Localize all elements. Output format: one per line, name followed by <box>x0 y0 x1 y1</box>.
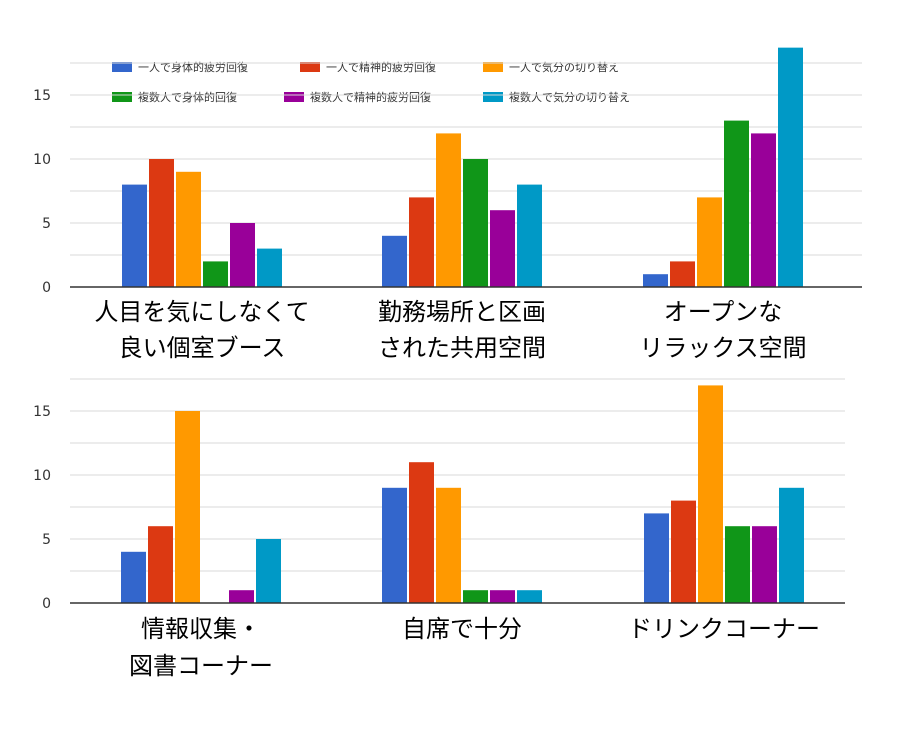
category-label: 人目を気にしなくて <box>94 298 309 326</box>
legend-label: 一人で精神的疲労回復 <box>326 60 436 74</box>
bar <box>697 197 722 287</box>
bar <box>176 171 201 287</box>
legend-swatch <box>284 92 304 102</box>
legend-swatch <box>300 62 320 72</box>
bar <box>752 526 777 603</box>
bar <box>382 487 407 603</box>
bar <box>643 274 668 287</box>
bar <box>698 385 723 603</box>
bar <box>463 590 488 603</box>
legend-swatch <box>112 92 132 102</box>
bar <box>670 261 695 287</box>
bar <box>490 210 515 287</box>
bar <box>779 487 804 603</box>
chart-panel-bottom: 0 5 10 15 情報収集・図書コーナー 自席で十分 ドリンクコーナー <box>33 378 845 680</box>
category-label: 良い個室ブース <box>119 334 286 362</box>
bar <box>517 184 542 287</box>
y-tick-label: 5 <box>42 532 51 548</box>
legend-swatch <box>112 62 132 72</box>
bar <box>230 223 255 287</box>
bar <box>436 133 461 287</box>
legend-label: 一人で気分の切り替え <box>509 60 619 74</box>
bar <box>409 462 434 603</box>
y-tick-label: 10 <box>33 468 51 484</box>
category-label: 自席で十分 <box>402 615 522 643</box>
bar <box>409 197 434 287</box>
bar <box>644 513 669 603</box>
category-label: 情報収集・ <box>141 615 261 643</box>
bar <box>725 526 750 603</box>
bar <box>463 159 488 287</box>
y-tick-label: 5 <box>42 216 51 232</box>
category-label: 図書コーナー <box>129 652 273 680</box>
bar <box>382 235 407 287</box>
bar <box>778 47 803 287</box>
bar <box>122 184 147 287</box>
legend-label: 複数人で気分の切り替え <box>509 90 630 104</box>
bar <box>203 261 228 287</box>
bar <box>751 133 776 287</box>
category-label: された共用空間 <box>378 334 546 362</box>
y-tick-label: 15 <box>33 88 51 104</box>
bar <box>257 248 282 287</box>
legend-swatch <box>483 92 503 102</box>
bar <box>724 120 749 287</box>
category-label: ドリンクコーナー <box>628 615 820 643</box>
bar <box>229 590 254 603</box>
legend-label: 複数人で精神的疲労回復 <box>310 90 431 104</box>
category-label: リラックス空間 <box>639 334 806 362</box>
category-label: オープンな <box>664 298 783 326</box>
legend-label: 複数人で身体的回復 <box>138 90 237 104</box>
legend-label: 一人で身体的疲労回復 <box>138 60 248 74</box>
bar <box>149 159 174 287</box>
y-tick-label: 0 <box>42 280 51 296</box>
category-label: 勤務場所と区画 <box>378 298 546 326</box>
bar <box>436 487 461 603</box>
bar <box>175 411 200 603</box>
y-tick-label: 15 <box>33 404 51 420</box>
legend-swatch <box>483 62 503 72</box>
bar <box>256 539 281 603</box>
y-tick-label: 0 <box>42 596 51 612</box>
bar <box>121 551 146 603</box>
bar <box>490 590 515 603</box>
bar <box>148 526 173 603</box>
bar <box>517 590 542 603</box>
y-tick-label: 10 <box>33 152 51 168</box>
bar <box>671 500 696 603</box>
